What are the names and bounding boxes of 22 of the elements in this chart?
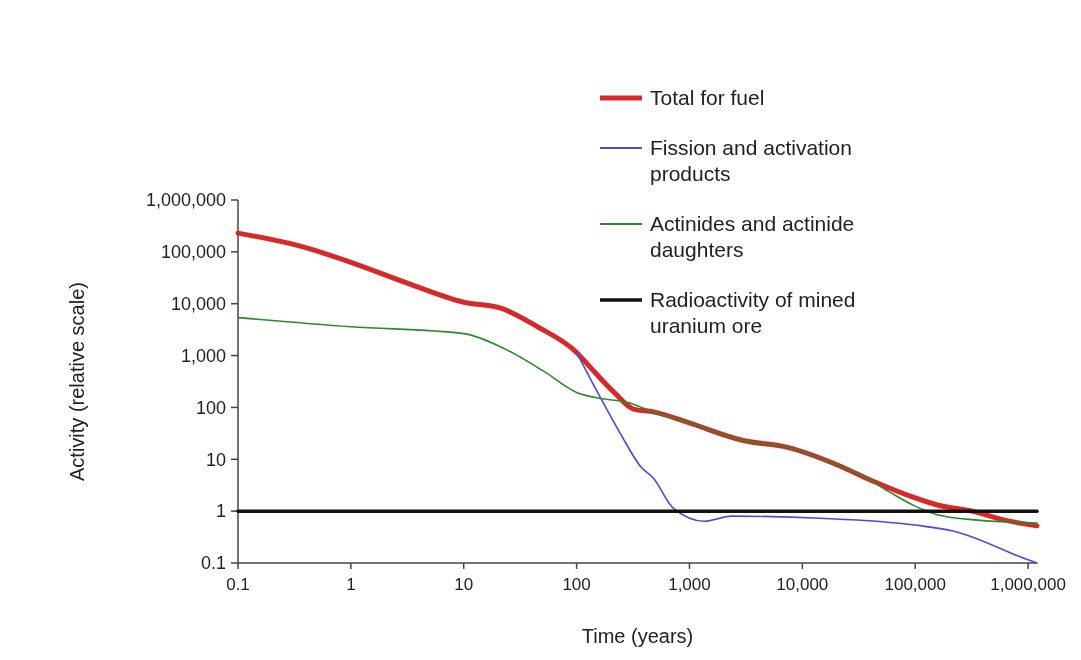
x-tick-label: 10 (454, 575, 474, 594)
legend-label: Actinides and actinide daughters (650, 212, 855, 262)
x-tick-label: 1,000 (668, 575, 711, 594)
y-tick-label: 100,000 (160, 242, 226, 263)
x-tick-label: 1,000,000 (990, 575, 1066, 594)
y-tick-label: 10 (205, 449, 226, 470)
x-tick-label: 100,000 (884, 575, 946, 594)
legend-label: Fission and activation products (650, 136, 852, 186)
x-axis-title: Time (years) (581, 625, 694, 647)
y-tick-label: 10,000 (170, 294, 226, 315)
y-tick-label: 0.1 (200, 553, 226, 574)
x-tick-label: 0.1 (226, 575, 250, 594)
y-axis-title: Activity (relative scale) (66, 282, 88, 481)
y-tick-label: 1,000,000 (145, 190, 226, 211)
legend-label: Total for fuel (650, 86, 765, 110)
x-tick-label: 10,000 (776, 575, 829, 594)
y-tick-label: 1,000 (180, 345, 226, 366)
y-tick-label: 1 (215, 501, 226, 522)
x-tick-label: 1 (346, 575, 356, 594)
x-tick-label: 100 (562, 575, 591, 594)
y-tick-label: 100 (195, 397, 226, 418)
legend-label: Radioactivity of mined uranium ore (650, 288, 856, 338)
